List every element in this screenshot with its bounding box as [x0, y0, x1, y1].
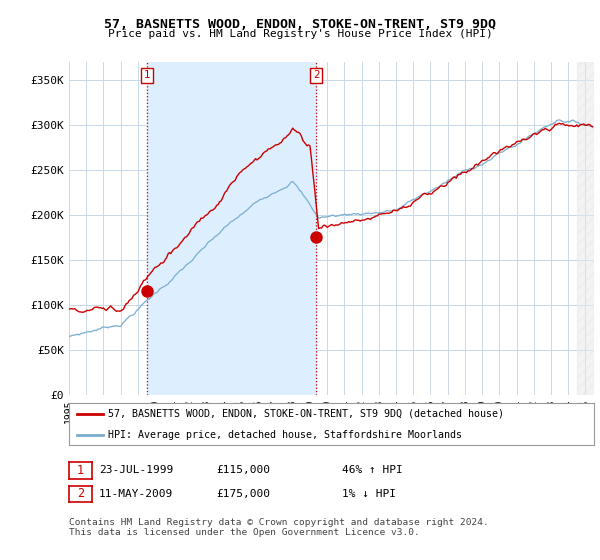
Text: Price paid vs. HM Land Registry's House Price Index (HPI): Price paid vs. HM Land Registry's House …	[107, 29, 493, 39]
Text: 23-JUL-1999: 23-JUL-1999	[99, 465, 173, 475]
Text: 1: 1	[144, 70, 151, 80]
Text: 57, BASNETTS WOOD, ENDON, STOKE-ON-TRENT, ST9 9DQ: 57, BASNETTS WOOD, ENDON, STOKE-ON-TRENT…	[104, 18, 496, 31]
Text: 11-MAY-2009: 11-MAY-2009	[99, 489, 173, 499]
Text: 1% ↓ HPI: 1% ↓ HPI	[342, 489, 396, 499]
Bar	[577, 62, 594, 395]
Text: 2: 2	[77, 487, 84, 501]
Bar	[148, 62, 316, 395]
Text: 2: 2	[313, 70, 319, 80]
Text: 57, BASNETTS WOOD, ENDON, STOKE-ON-TRENT, ST9 9DQ (detached house): 57, BASNETTS WOOD, ENDON, STOKE-ON-TRENT…	[109, 409, 505, 419]
Text: 1: 1	[77, 464, 84, 477]
Text: £175,000: £175,000	[216, 489, 270, 499]
Text: 46% ↑ HPI: 46% ↑ HPI	[342, 465, 403, 475]
Text: HPI: Average price, detached house, Staffordshire Moorlands: HPI: Average price, detached house, Staf…	[109, 430, 463, 440]
Text: Contains HM Land Registry data © Crown copyright and database right 2024.
This d: Contains HM Land Registry data © Crown c…	[69, 518, 489, 538]
Text: £115,000: £115,000	[216, 465, 270, 475]
